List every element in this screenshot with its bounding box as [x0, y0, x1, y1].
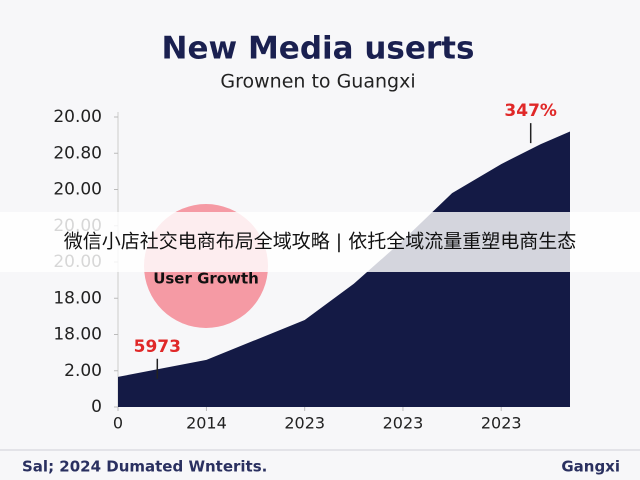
chart-title: New Media userts: [162, 31, 475, 67]
y-tick-label: 0: [91, 397, 102, 417]
banner-text: 微信小店社交电商布局全域攻略 | 依托全域流量重塑电商生态: [64, 231, 576, 253]
y-tick-label: 18.00: [53, 325, 102, 345]
x-tick-label: 2023: [481, 414, 522, 433]
x-tick-label: 2014: [186, 414, 227, 433]
footer-left: Sal; 2024 Dumated Wnterits.: [22, 458, 267, 476]
area: [118, 131, 570, 407]
x-tick-label: 2023: [383, 414, 424, 433]
y-tick-label: 20.80: [53, 143, 102, 163]
footer-right: Gangxi: [561, 458, 620, 476]
banner-band: [0, 212, 640, 272]
annotation: 347%: [504, 101, 557, 121]
y-tick-label: 20.00: [53, 107, 102, 127]
x-tick-label: 0: [113, 414, 123, 433]
badge-text: User Growth: [153, 270, 259, 288]
y-tick-label: 18.00: [53, 288, 102, 308]
y-tick-label: 20.00: [53, 180, 102, 200]
annotation: 5973: [134, 337, 181, 357]
x-tick-label: 2023: [284, 414, 325, 433]
chart-subtitle: Grownen to Guangxi: [220, 71, 415, 93]
y-tick-label: 2.00: [64, 361, 102, 381]
